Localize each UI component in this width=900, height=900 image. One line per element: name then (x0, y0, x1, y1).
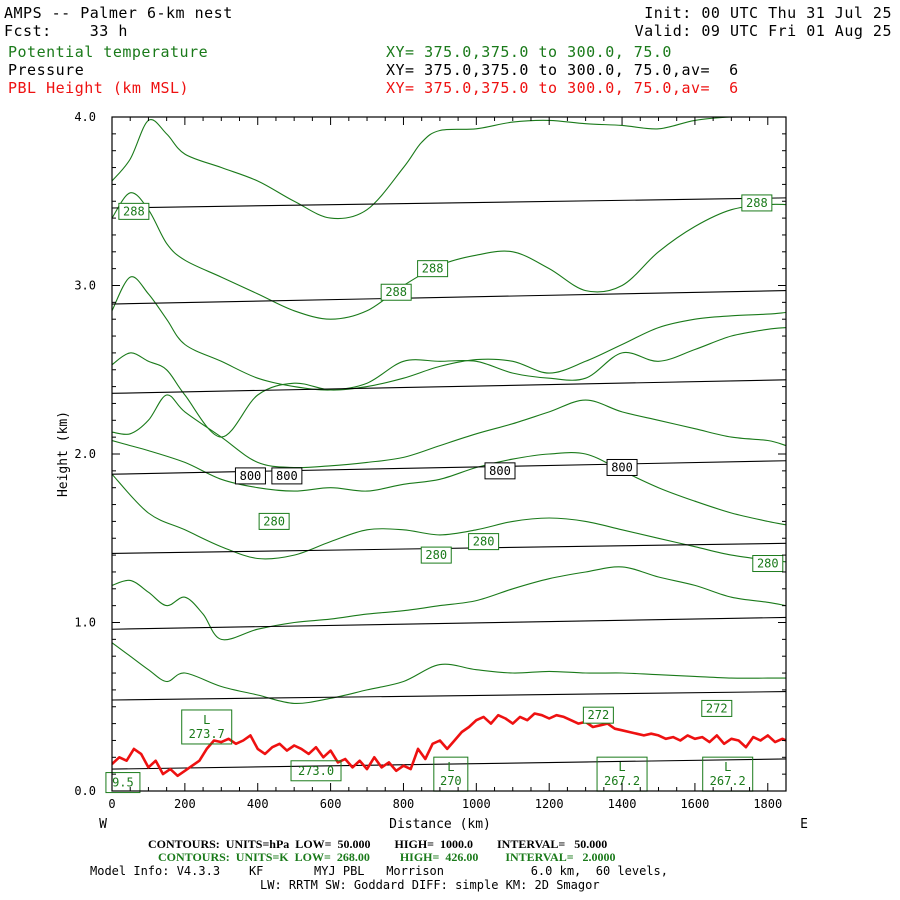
theta-contour (112, 311, 786, 438)
theta-contour (112, 642, 786, 704)
field3-name: PBL Height (km MSL) (8, 79, 190, 97)
theta-contour (112, 192, 786, 320)
footer-model-info: Model Info: V4.3.3 KF MYJ PBL Morrison 6… (90, 864, 668, 878)
footer-physics-info: LW: RRTM SW: Goddard DIFF: simple KM: 2D… (260, 878, 600, 892)
theta-label-box (417, 260, 449, 278)
pressure-contour (112, 758, 786, 770)
y-tick-label: 3.0 (74, 279, 96, 293)
x-tick-label: 1000 (462, 797, 491, 811)
x-tick-label: 0 (108, 797, 115, 811)
pressure-contour (112, 691, 786, 701)
x-tick-label: 1200 (535, 797, 564, 811)
theta-label-box (752, 555, 784, 573)
pressure-contour (112, 290, 786, 305)
pressure-label: 800 (240, 469, 262, 483)
x-tick-label: 1400 (608, 797, 637, 811)
theta-contour (112, 439, 786, 526)
min-label: 9.5 (112, 776, 134, 790)
pressure-label: 800 (489, 464, 511, 478)
theta-label: 288 (123, 204, 145, 218)
y-tick-label: 2.0 (74, 447, 96, 461)
theta-label: 272 (706, 701, 728, 715)
theta-label: 280 (425, 548, 447, 562)
footer-theta-contours: CONTOURS: UNITS=K LOW= 268.00 HIGH= 426.… (158, 850, 616, 864)
theta-label-box (701, 699, 733, 717)
min-label: 267.2 (604, 774, 640, 788)
theta-label-box (118, 202, 150, 220)
west-label: W (99, 817, 107, 832)
forecast-hour: Fcst: 33 h (4, 22, 128, 40)
footer-pressure-contours: CONTOURS: UNITS=hPa LOW= 50.000 HIGH= 10… (148, 837, 608, 851)
y-axis-label: Height (km) (56, 411, 71, 497)
theta-label-box (380, 283, 412, 301)
theta-contour (112, 276, 786, 391)
pressure-contour (112, 379, 786, 394)
min-label: 273.0 (298, 764, 334, 778)
min-label: L (618, 760, 625, 774)
x-tick-label: 400 (247, 797, 269, 811)
pressure-label-box (606, 458, 638, 476)
y-tick-label: 1.0 (74, 616, 96, 630)
theta-contour (112, 394, 786, 469)
min-label: L (447, 760, 454, 774)
theta-label-box (420, 546, 452, 564)
min-label: L (203, 713, 210, 727)
title: AMPS -- Palmer 6-km nest (4, 4, 233, 22)
cross-section-chart: 288 288 288 288 280 280 280 280 272 272 800 800 800 8… (56, 110, 808, 832)
y-tick-label: 0.0 (74, 784, 96, 798)
min-label: L (724, 760, 731, 774)
pressure-contour (112, 197, 786, 209)
theta-label: 288 (422, 262, 444, 276)
field2-xy: XY= 375.0,375.0 to 300.0, 75.0,av= 6 (386, 61, 739, 79)
pressure-label: 800 (611, 460, 633, 474)
min-label-box (105, 772, 141, 794)
theta-contour (112, 117, 786, 220)
theta-label-box (468, 533, 500, 551)
min-label: 267.2 (710, 774, 746, 788)
plot-frame (111, 116, 787, 792)
pressure-label-box (271, 467, 303, 485)
theta-label: 288 (385, 285, 407, 299)
pressure-contour (112, 460, 786, 475)
theta-label-box (582, 706, 614, 724)
valid-time: Valid: 09 UTC Fri 01 Aug 25 (634, 22, 892, 40)
pressure-label-box (484, 462, 516, 480)
min-label: 270 (440, 774, 462, 788)
field1-name: Potential temperature (8, 43, 209, 61)
x-axis-label: Distance (km) (389, 817, 491, 832)
pressure-label: 800 (276, 469, 298, 483)
pressure-label-box (234, 467, 266, 485)
min-label-box (181, 709, 233, 745)
min-label: 273.7 (189, 727, 225, 741)
theta-label-box (741, 194, 773, 212)
theta-label: 280 (757, 557, 779, 571)
x-tick-label: 600 (320, 797, 342, 811)
min-label-box (290, 760, 342, 782)
pressure-contour (112, 616, 786, 630)
pbl-height-line (112, 712, 786, 778)
init-time: Init: 00 UTC Thu 31 Jul 25 (644, 4, 892, 22)
theta-label: 272 (588, 708, 610, 722)
theta-label: 280 (263, 514, 285, 528)
theta-label-box (258, 512, 290, 530)
theta-contour (112, 473, 786, 563)
east-label: E (800, 817, 808, 832)
theta-label: 280 (473, 535, 495, 549)
field2-name: Pressure (8, 61, 85, 79)
y-tick-label: 4.0 (74, 110, 96, 124)
theta-contour (112, 566, 786, 641)
field1-xy: XY= 375.0,375.0 to 300.0, 75.0 (386, 43, 672, 61)
field3-xy: XY= 375.0,375.0 to 300.0, 75.0,av= 6 (386, 79, 739, 97)
theta-label: 288 (746, 196, 768, 210)
x-tick-label: 1600 (680, 797, 709, 811)
x-tick-label: 1800 (753, 797, 782, 811)
x-tick-label: 800 (393, 797, 415, 811)
x-tick-label: 200 (174, 797, 196, 811)
